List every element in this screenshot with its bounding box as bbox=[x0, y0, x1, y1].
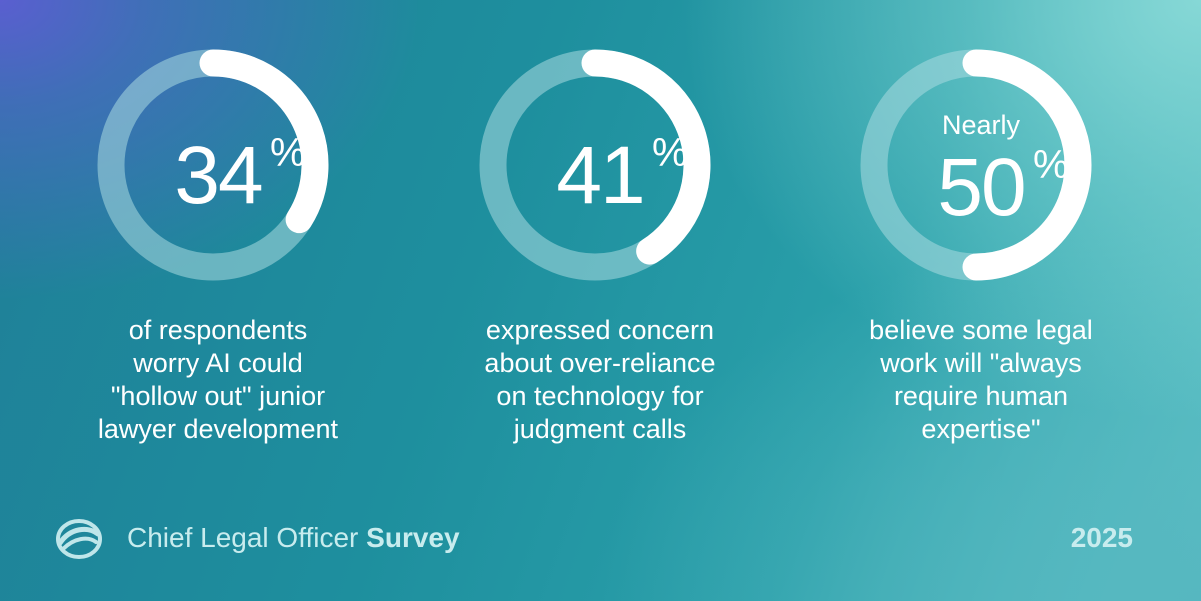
survey-year: 2025 bbox=[1070, 522, 1133, 553]
stat-qualifier: Nearly bbox=[941, 110, 1021, 140]
percent-sign: % bbox=[652, 131, 688, 175]
donut-value-arc bbox=[962, 49, 1092, 281]
donut-chart-1 bbox=[97, 49, 329, 281]
stat-caption: expressed concern about over-reliance on… bbox=[484, 315, 716, 444]
percent-sign: % bbox=[270, 131, 306, 175]
percent-sign: % bbox=[1033, 143, 1069, 187]
stat-caption: believe some legal work will "always req… bbox=[869, 315, 1093, 444]
stat-value: 50% bbox=[937, 142, 1069, 233]
donut-chart-2 bbox=[479, 49, 711, 281]
stat-value: 41% bbox=[556, 130, 688, 221]
survey-title: Chief Legal Officer Survey bbox=[127, 522, 460, 553]
donut-value-arc bbox=[199, 49, 329, 234]
stat-caption: of respondents worry AI could "hollow ou… bbox=[97, 315, 339, 444]
survey-logo-icon bbox=[56, 519, 102, 559]
donut-chart-3 bbox=[860, 49, 1092, 281]
stat-value: 34% bbox=[174, 130, 306, 221]
donut-value-arc bbox=[581, 49, 711, 265]
